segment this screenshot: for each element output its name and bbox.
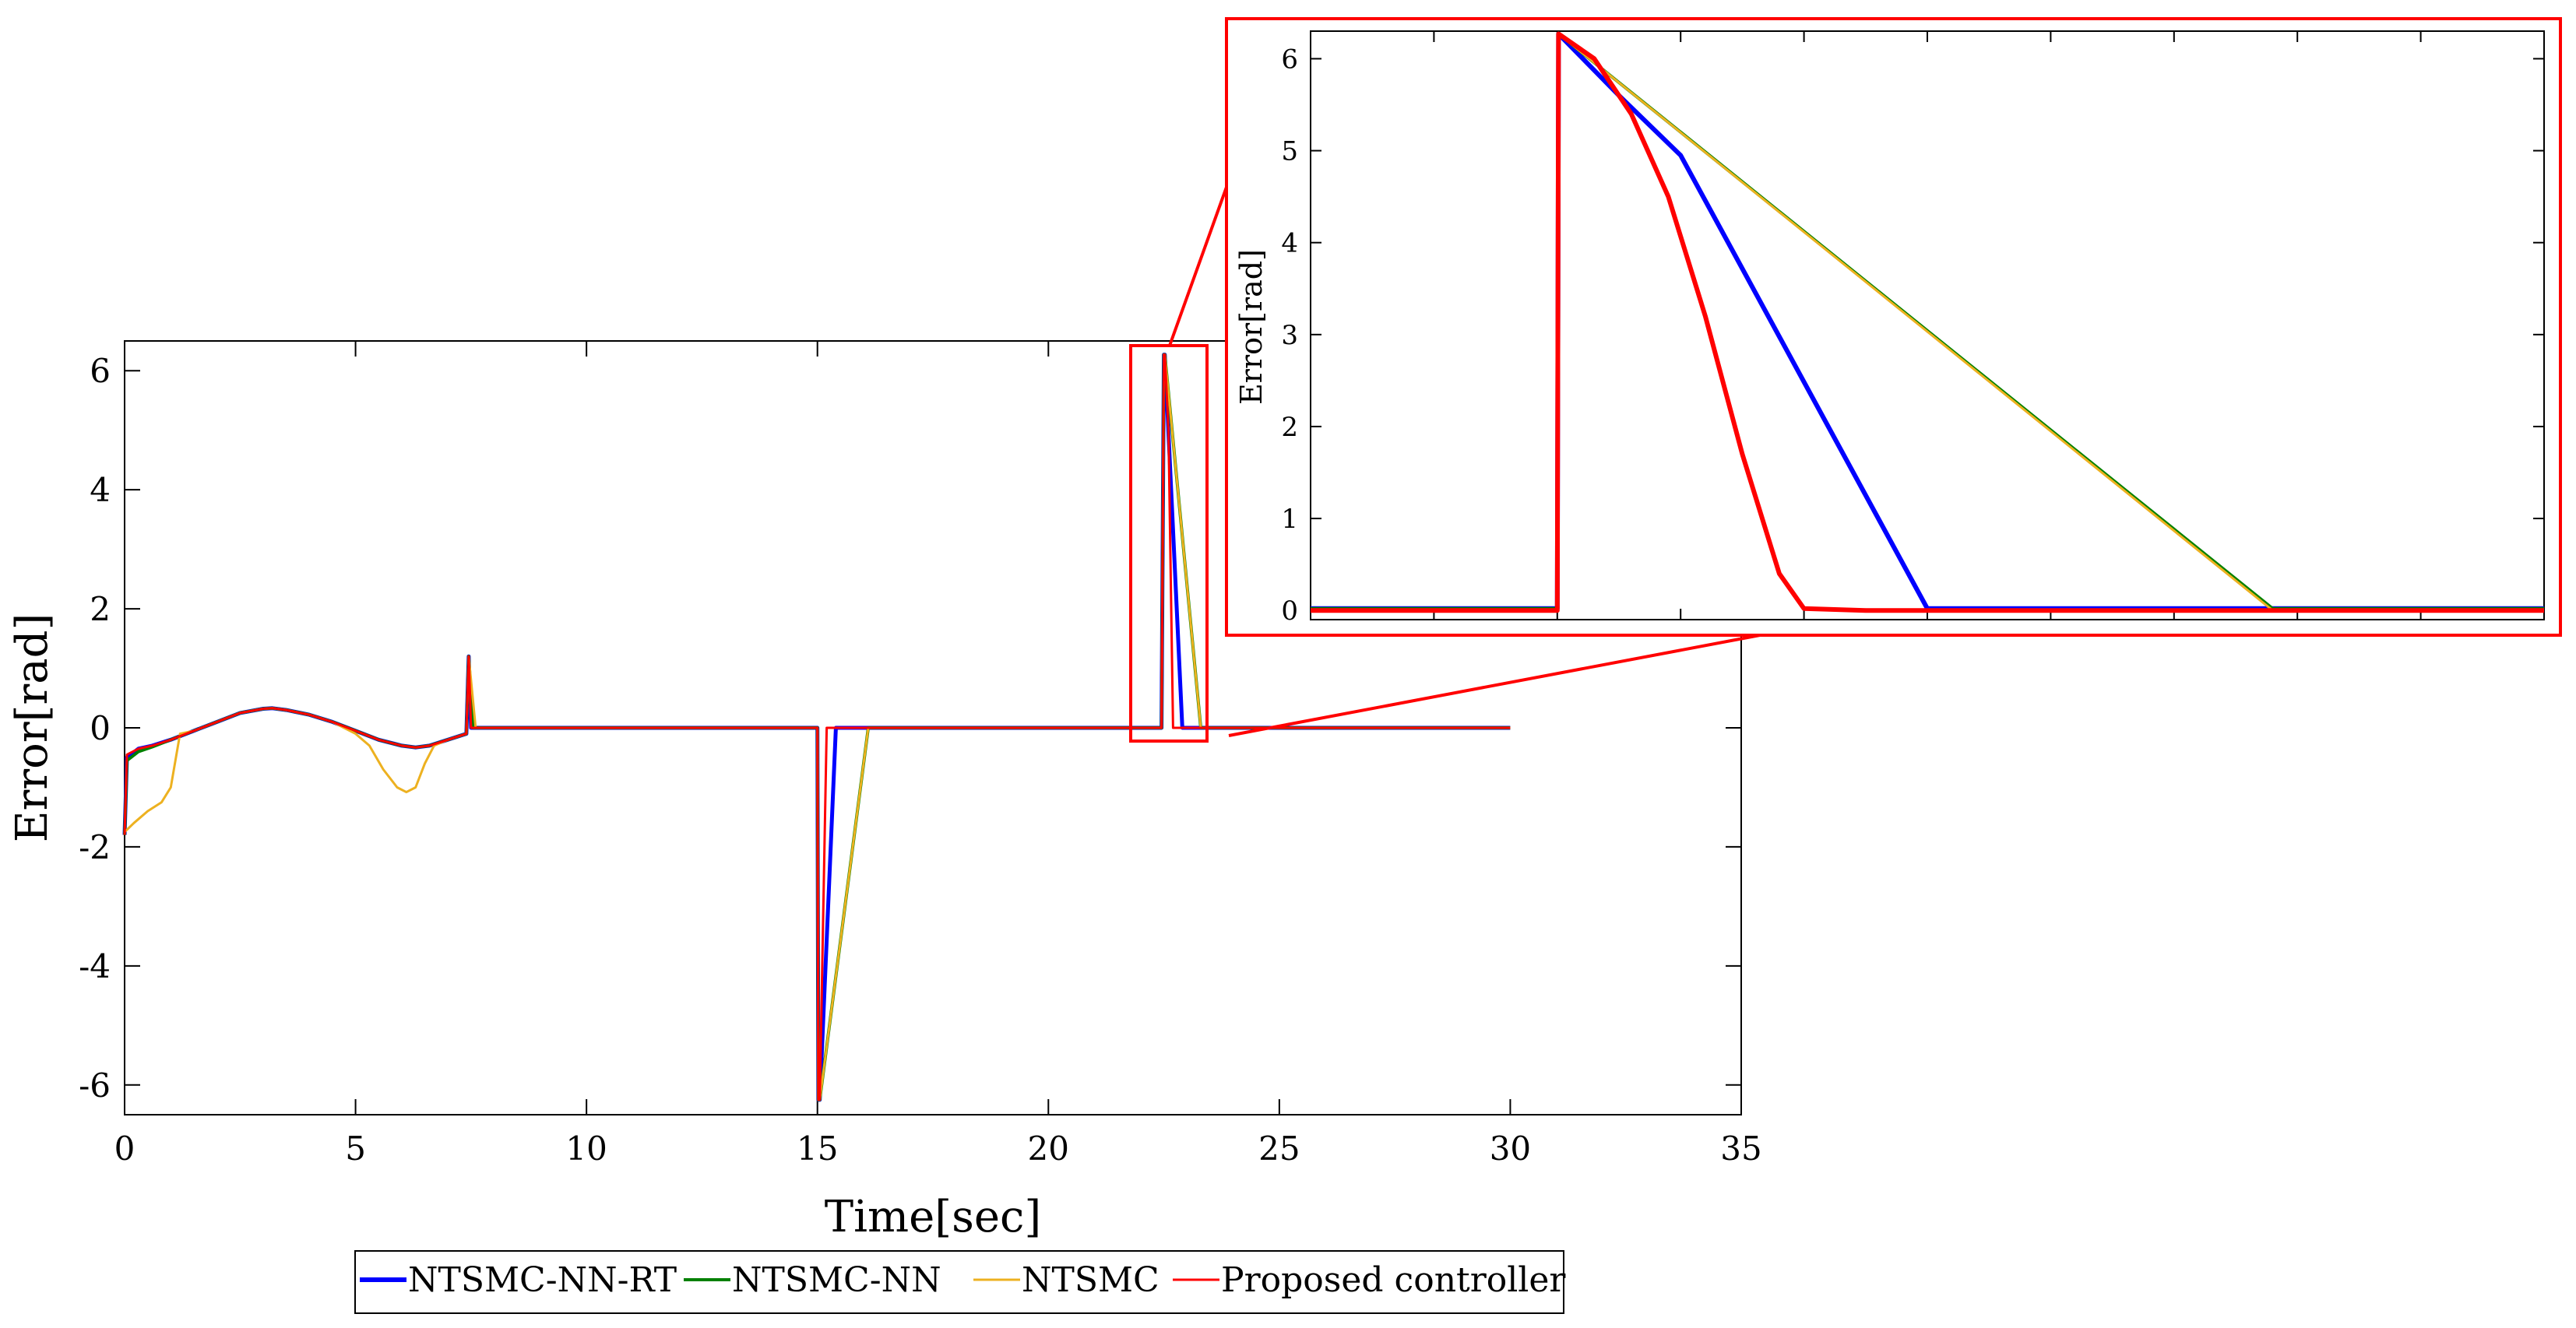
zoom-region-marker xyxy=(1129,344,1209,743)
inset-y-ticks: 0 1 2 3 4 5 6 xyxy=(1281,44,2544,627)
main-y-axis-label: Error[rad] xyxy=(7,613,58,843)
inset-plot-frame xyxy=(1310,30,2545,620)
main-y-ticks: -6 -4 -2 0 2 4 6 xyxy=(79,352,1741,1105)
main-x-tick-label: 20 xyxy=(1028,1130,1069,1168)
main-x-tick-label: 30 xyxy=(1490,1130,1531,1168)
inset-y-tick-label: 0 xyxy=(1281,595,1298,627)
main-x-tick-label: 5 xyxy=(345,1130,366,1168)
inset-y-tick-label: 5 xyxy=(1281,136,1298,167)
zoom-connector-bottom xyxy=(1228,634,1761,737)
legend-label-ntsmc: NTSMC xyxy=(1022,1260,1160,1300)
inset-series xyxy=(1311,31,2544,613)
main-x-tick-label: 25 xyxy=(1258,1130,1300,1168)
main-y-tick-label: -2 xyxy=(79,828,111,866)
legend-label-ntsmc-nn: NTSMC-NN xyxy=(732,1260,941,1300)
main-x-tick-label: 10 xyxy=(565,1130,607,1168)
main-y-tick-label: -4 xyxy=(79,947,111,985)
inset-y-tick-label: 2 xyxy=(1281,412,1298,443)
main-y-tick-label: 0 xyxy=(90,709,111,747)
legend-box xyxy=(354,1250,1564,1314)
main-series xyxy=(122,353,1511,1102)
legend: NTSMC-NN-RT NTSMC-NN NTSMC Proposed cont… xyxy=(354,1250,1566,1314)
legend-label-proposed-controller: Proposed controller xyxy=(1221,1260,1566,1300)
inset-y-tick-label: 4 xyxy=(1281,228,1298,259)
main-x-axis-label: Time[sec] xyxy=(825,1192,1041,1242)
main-x-tick-label: 15 xyxy=(797,1130,838,1168)
main-x-tick-label: 35 xyxy=(1720,1130,1761,1168)
inset-series-proposed-controller xyxy=(1311,31,2544,613)
inset-axes: 0 1 2 3 4 5 6 Error[rad] xyxy=(1225,17,2562,637)
main-series-proposed-controller xyxy=(123,353,1511,1101)
main-y-tick-label: -6 xyxy=(79,1066,111,1105)
main-x-ticks: 0 5 10 15 20 25 30 35 xyxy=(114,341,1762,1168)
legend-label-ntsmc-nn-rt: NTSMC-NN-RT xyxy=(408,1260,677,1300)
inset-y-tick-label: 1 xyxy=(1281,504,1298,535)
inset-y-tick-label: 3 xyxy=(1281,320,1298,351)
inset-y-axis-label: Error[rad] xyxy=(1234,249,1269,405)
main-y-tick-label: 4 xyxy=(90,471,111,509)
main-y-tick-label: 6 xyxy=(90,352,111,390)
inset-y-tick-label: 6 xyxy=(1281,44,1298,75)
main-x-tick-label: 0 xyxy=(114,1130,135,1168)
main-y-tick-label: 2 xyxy=(90,590,111,628)
zoom-connector-top xyxy=(1168,180,1230,346)
